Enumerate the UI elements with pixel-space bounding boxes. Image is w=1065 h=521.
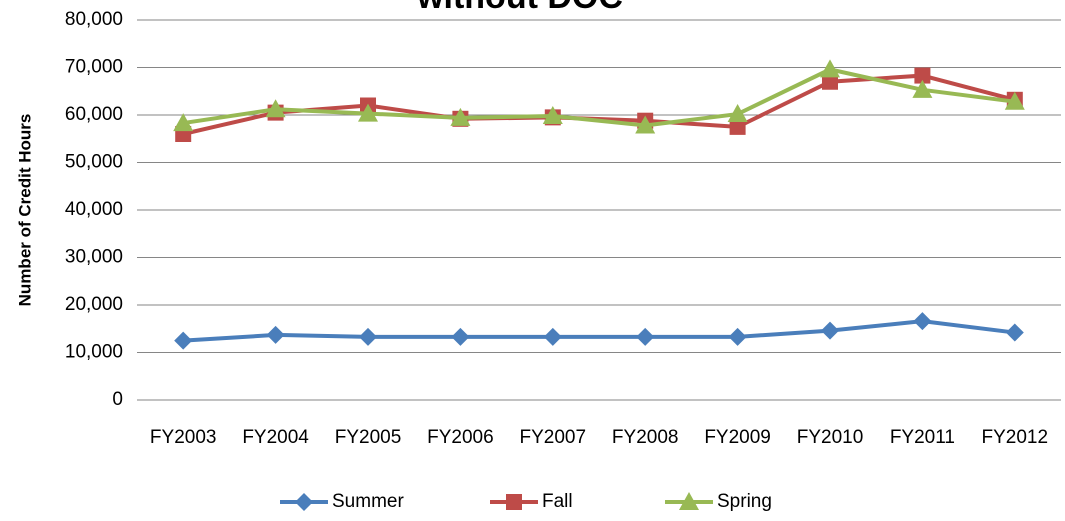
- y-tick-label: 40,000: [65, 199, 123, 220]
- data-point: [174, 331, 193, 350]
- data-point: [451, 327, 470, 346]
- data-point: [728, 327, 747, 346]
- data-point: [914, 67, 931, 84]
- x-tick-label: FY2012: [982, 427, 1049, 448]
- x-tick-label: FY2003: [150, 427, 217, 448]
- data-point: [1004, 91, 1025, 110]
- data-point: [1005, 323, 1024, 342]
- legend-marker: [679, 492, 699, 510]
- legend-marker: [295, 493, 313, 511]
- legend-marker: [506, 494, 522, 510]
- y-tick-label: 50,000: [65, 152, 123, 173]
- x-tick-label: FY2011: [890, 427, 955, 448]
- chart-title: without DOC: [416, 0, 623, 16]
- data-point: [636, 327, 655, 346]
- series-line: [183, 319, 1016, 343]
- legend-label: Fall: [542, 491, 573, 512]
- y-tick-label: 0: [112, 389, 123, 410]
- y-tick-label: 70,000: [65, 57, 123, 78]
- data-point: [450, 107, 471, 126]
- y-axis-label: Number of Credit Hours: [15, 114, 34, 307]
- data-point: [913, 312, 932, 331]
- x-tick-label: FY2008: [612, 427, 679, 448]
- y-tick-label: 20,000: [65, 294, 123, 315]
- x-tick-label: FY2010: [797, 427, 864, 448]
- y-tick-label: 30,000: [65, 247, 123, 268]
- y-tick-label: 80,000: [65, 9, 123, 30]
- series-line: [182, 67, 1016, 128]
- data-point: [543, 327, 562, 346]
- y-tick-label: 60,000: [65, 104, 123, 125]
- legend-label: Spring: [717, 491, 772, 512]
- data-point: [542, 105, 563, 124]
- data-point: [358, 103, 378, 122]
- data-point: [359, 327, 377, 346]
- x-tick-label: FY2006: [427, 427, 494, 448]
- x-tick-label: FY2007: [520, 427, 587, 448]
- x-tick-label: FY2005: [335, 427, 402, 448]
- data-point: [821, 321, 839, 340]
- x-tick-label: FY2009: [704, 427, 771, 448]
- data-point: [912, 79, 933, 98]
- data-point: [727, 104, 748, 123]
- data-point: [173, 113, 194, 132]
- data-point: [265, 99, 286, 118]
- data-point: [822, 73, 838, 90]
- x-tick-label: FY2004: [242, 427, 309, 448]
- data-point: [635, 115, 656, 134]
- data-point: [729, 118, 746, 135]
- legend-label: Summer: [332, 491, 404, 512]
- y-tick-label: 10,000: [65, 342, 123, 363]
- data-point: [266, 325, 285, 344]
- data-point: [820, 59, 840, 78]
